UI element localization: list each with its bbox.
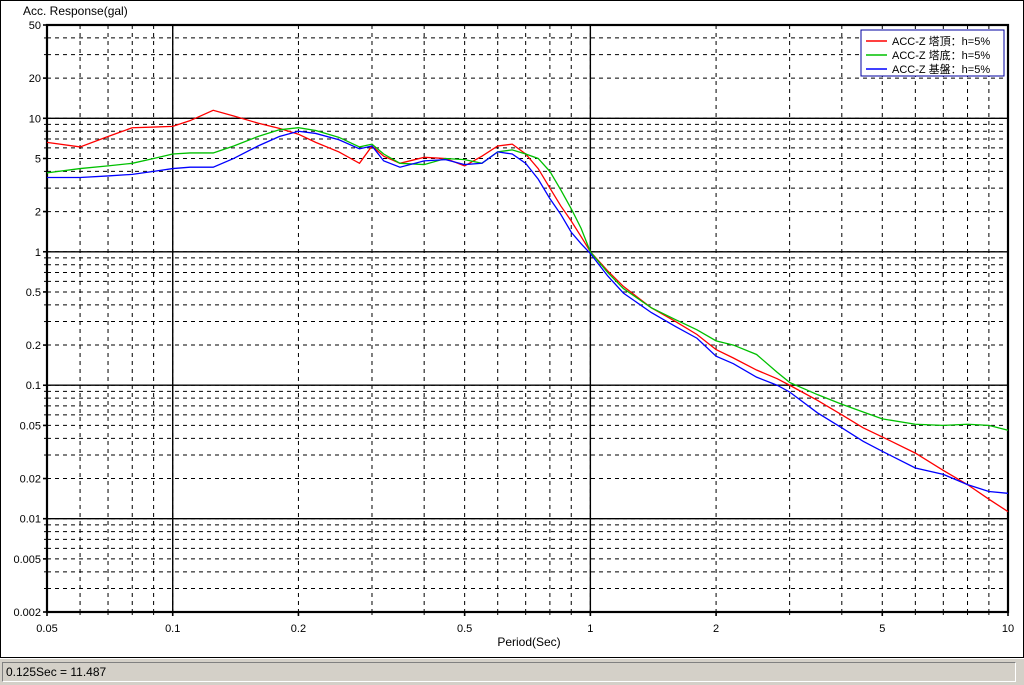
x-axis-title: Period(Sec) bbox=[497, 635, 560, 649]
y-tick-label: 50 bbox=[29, 20, 41, 32]
status-bar: 0.125Sec = 11.487 bbox=[0, 658, 1024, 685]
y-tick-label: 1 bbox=[35, 247, 41, 259]
legend-entry-label: ACC-Z 塔底：h=5% bbox=[892, 48, 990, 62]
y-tick-label: 5 bbox=[35, 153, 41, 165]
legend-entry-label: ACC-Z 塔頂：h=5% bbox=[892, 35, 990, 48]
y-tick-label: 0.05 bbox=[20, 420, 41, 432]
y-tick-labels: 0.002 0.005 0.01 0.02 0.05 0.1 0.2 0.5 1 2 5 10 20 50 bbox=[13, 20, 41, 619]
y-tick-label: 0.01 bbox=[20, 514, 41, 526]
x-tick-label: 0.1 bbox=[165, 623, 180, 635]
y-tick-label: 10 bbox=[29, 113, 41, 125]
x-tick-label: 0.2 bbox=[291, 623, 306, 635]
plot-frame bbox=[45, 23, 1010, 614]
response-spectrum-chart: 0.05 0.1 0.2 0.5 1 2 5 10 0.0020.0050.010.020.0… bbox=[13, 4, 1014, 649]
grid-minor bbox=[47, 25, 1008, 612]
x-tick-labels: 0.05 0.1 0.2 0.5 1 2 5 10 bbox=[36, 623, 1014, 635]
chart-canvas[interactable]: 0.05 0.1 0.2 0.5 1 2 5 10 0.002 0.005 0.01 0.02 0.0… bbox=[0, 0, 1024, 658]
status-readout: 0.125Sec = 11.487 bbox=[6, 665, 107, 679]
x-tick-label: 0.05 bbox=[36, 623, 57, 635]
y-tick-label: 0.2 bbox=[26, 340, 41, 352]
series-line-3 bbox=[47, 130, 1009, 494]
x-tick-label: 5 bbox=[879, 623, 885, 635]
status-panel: 0.125Sec = 11.487 bbox=[2, 662, 1016, 682]
legend-entry-label: ACC-Z 基盤：h=5% bbox=[892, 63, 990, 76]
series-lines bbox=[46, 109, 1009, 513]
y-axis-title: Acc. Response(gal) bbox=[23, 4, 128, 18]
y-tick-label: 0.1 bbox=[26, 380, 41, 392]
chart-legend[interactable]: ACC-Z 塔頂：h=5%ACC-Z 塔底：h=5%ACC-Z 基盤：h=5% bbox=[860, 29, 1005, 77]
series-line-1 bbox=[46, 109, 1009, 513]
y-tick-label: 0.005 bbox=[13, 554, 41, 566]
y-tick-label: 2 bbox=[35, 207, 41, 219]
x-tick-label: 2 bbox=[713, 623, 719, 635]
y-tick-label: 0.002 bbox=[13, 607, 41, 619]
x-tick-label: 1 bbox=[587, 623, 593, 635]
y-tick-label: 0.5 bbox=[26, 287, 41, 299]
y-tick-label: 0.02 bbox=[20, 474, 41, 486]
grid-major bbox=[47, 25, 1008, 612]
series-line-2 bbox=[46, 127, 1009, 431]
y-tick-label: 20 bbox=[29, 73, 41, 85]
axis-ticks bbox=[43, 24, 1009, 616]
x-tick-label: 10 bbox=[1002, 623, 1014, 635]
x-tick-label: 0.5 bbox=[457, 623, 472, 635]
